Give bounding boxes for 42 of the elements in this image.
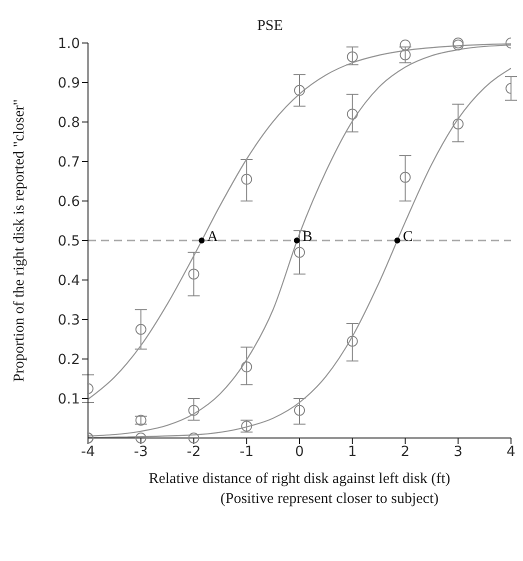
point	[135, 324, 146, 335]
y-tick-label: 0.5	[58, 233, 80, 250]
point	[294, 84, 305, 96]
point	[400, 39, 411, 50]
point	[346, 51, 358, 62]
y-tick-label: 0.1	[58, 391, 80, 408]
x-tick-label: -3	[134, 444, 148, 460]
y-tick-label: 0.7	[58, 154, 80, 170]
point	[400, 172, 411, 183]
point	[346, 336, 358, 347]
y-tick-label: 0.2	[58, 352, 80, 368]
y-tick-label: 0.8	[58, 114, 80, 131]
point	[188, 432, 200, 444]
point	[294, 246, 305, 258]
x-tick-label: 4	[506, 444, 516, 460]
x-tick-label: 3	[454, 444, 463, 460]
point	[241, 174, 252, 185]
point	[241, 361, 252, 372]
chart-title: PSE	[257, 18, 283, 34]
point	[188, 268, 200, 280]
x-tick-label: 0	[295, 444, 304, 460]
x-tick-label: 1	[348, 444, 357, 460]
y-tick-label: 0.6	[58, 194, 80, 210]
point	[452, 118, 464, 130]
annotation: B	[302, 229, 312, 245]
y-tick-label: 0.4	[58, 272, 80, 289]
point	[346, 108, 358, 120]
y-tick-label: 1.0	[58, 36, 80, 52]
annotation: C	[402, 229, 413, 245]
y-axis-title: Proportion of the right disk is reported "closer"	[11, 99, 28, 382]
y-tick-label: 0.9	[58, 75, 80, 92]
y-tick-label: 0.3	[58, 312, 80, 328]
point	[135, 432, 146, 444]
x-tick-label: -1	[240, 444, 254, 460]
x-tick-label: -4	[81, 444, 96, 460]
x-tick-label: 2	[400, 444, 410, 460]
point	[294, 404, 305, 416]
x-tick-label: -2	[186, 444, 201, 460]
point	[188, 404, 200, 416]
annotation: A	[207, 229, 218, 245]
point	[400, 49, 411, 60]
x-axis-title: Relative distance of right disk against left disk (ft) (Positive represent closer to subject)	[148, 471, 450, 507]
